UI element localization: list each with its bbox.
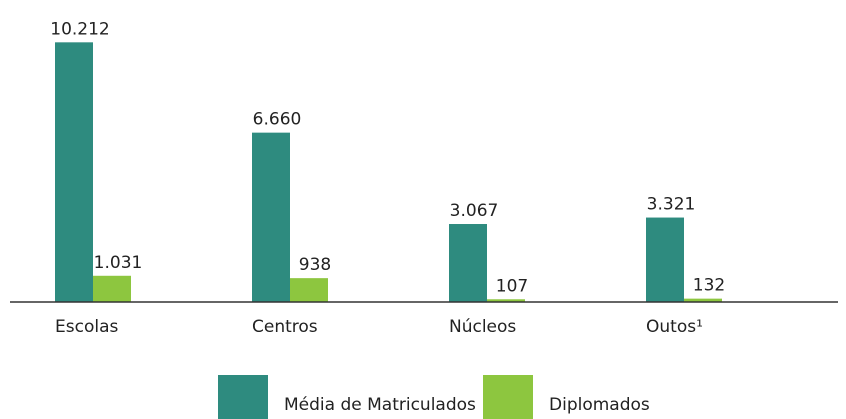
value-label: 6.660 bbox=[253, 110, 302, 130]
value-label: 10.212 bbox=[50, 19, 109, 39]
legend-label: Diplomados bbox=[549, 395, 650, 415]
bar bbox=[487, 299, 525, 302]
legend-swatch bbox=[218, 375, 268, 419]
value-label: 3.067 bbox=[450, 201, 499, 221]
value-label: 132 bbox=[693, 276, 725, 296]
bar bbox=[252, 132, 290, 302]
value-label: 938 bbox=[299, 255, 331, 275]
value-label: 1.031 bbox=[94, 253, 143, 273]
x-tick-label: Centros bbox=[252, 317, 318, 337]
value-label: 107 bbox=[496, 276, 528, 296]
bar bbox=[684, 298, 722, 302]
x-tick-label: Outos¹ bbox=[646, 317, 703, 337]
x-tick-label: Núcleos bbox=[449, 317, 516, 337]
bar bbox=[449, 224, 487, 302]
bar bbox=[290, 278, 328, 302]
legend-swatch bbox=[483, 375, 533, 419]
x-tick-label: Escolas bbox=[55, 317, 118, 337]
legend-label: Média de Matriculados bbox=[284, 395, 476, 415]
bar bbox=[93, 275, 131, 302]
bar bbox=[55, 42, 93, 303]
bar bbox=[646, 217, 684, 302]
value-label: 3.321 bbox=[647, 195, 696, 215]
